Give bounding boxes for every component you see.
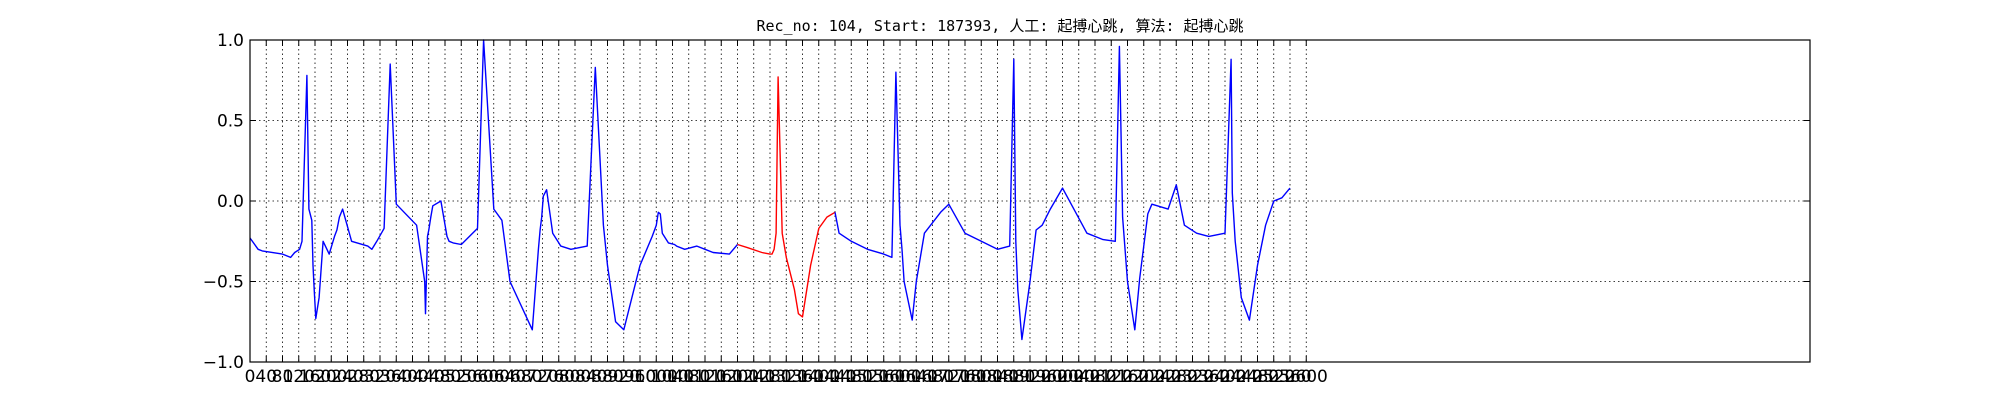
x-tick-label: 2200: [1122, 367, 1165, 387]
ecg-series-line-1: [249, 39, 739, 331]
x-tick-label: 2000: [1041, 367, 1084, 387]
x-tick-label: 2520: [1252, 367, 1295, 387]
x-tick-label: 880: [591, 367, 623, 387]
x-tick-label: 1720: [927, 367, 970, 387]
y-tick-label: 1.0: [217, 31, 244, 51]
x-tick-label: 1120: [683, 367, 726, 387]
x-tick-label: 2240: [1138, 367, 1181, 387]
x-tick-label: 360: [380, 367, 412, 387]
x-tick-label: 1040: [651, 367, 694, 387]
x-tick-label: 280: [348, 367, 380, 387]
x-tick-label: 2280: [1155, 367, 1198, 387]
grid-lines: [249, 39, 1810, 363]
x-tick-label: 440: [413, 367, 445, 387]
x-tick-label: 560: [461, 367, 493, 387]
x-tick-label: 480: [429, 367, 461, 387]
x-tick-label: 1640: [895, 367, 938, 387]
x-tick-label: 120: [283, 367, 315, 387]
x-tick-label: 720: [526, 367, 558, 387]
x-tick-label: 160: [299, 367, 331, 387]
x-tick-label: 600: [478, 367, 510, 387]
chart-title: Rec_no: 104, Start: 187393, 人工: 起搏心跳, 算法…: [756, 17, 1243, 35]
x-axis: 0 408012016020024028032036040044048052056…: [245, 40, 1328, 387]
x-tick-label: 680: [510, 367, 542, 387]
x-tick-label: 240: [331, 367, 363, 387]
x-tick-label: 520: [445, 367, 477, 387]
x-tick-label: 1520: [846, 367, 889, 387]
y-axis: 1.0 0.5 0.0 −0.5 −1.0: [203, 31, 1810, 373]
x-tick-label: 2480: [1236, 367, 1279, 387]
x-tick-label: 2560: [1268, 367, 1311, 387]
ecg-series-line-3: [834, 45, 1291, 341]
x-tick-label: 2120: [1090, 367, 1133, 387]
x-tick-label: 920: [608, 367, 640, 387]
x-tick-label: 1360: [781, 367, 824, 387]
x-tick-label: 2320: [1171, 367, 1214, 387]
ecg-series-line-2: [737, 76, 836, 318]
x-tick-label: 80: [272, 367, 294, 387]
x-tick-label: 1400: [797, 367, 840, 387]
x-tick-label: 1480: [830, 367, 873, 387]
x-tick-label: 1160: [700, 367, 743, 387]
x-tick-label: 2400: [1203, 367, 1246, 387]
x-tick-label: 1600: [878, 367, 921, 387]
y-tick-label: −1.0: [203, 353, 244, 373]
x-tick-label: 2360: [1187, 367, 1230, 387]
y-tick-label: 0.0: [217, 192, 244, 212]
x-tick-label: 960: [624, 367, 656, 387]
x-tick-label: 1200: [716, 367, 759, 387]
x-tick-label: 2040: [1057, 367, 1100, 387]
x-tick-label: 1080: [667, 367, 710, 387]
x-tick-label: 1280: [748, 367, 791, 387]
x-tick-label: 1880: [992, 367, 1035, 387]
x-tick-label: 2160: [1106, 367, 1149, 387]
x-tick-label: 320: [364, 367, 396, 387]
x-tick-label: 200: [315, 367, 347, 387]
x-tick-label: 1840: [976, 367, 1019, 387]
x-tick-label: 40: [255, 367, 277, 387]
x-tick-label: 1560: [862, 367, 905, 387]
x-tick-label: 400: [396, 367, 428, 387]
x-tick-label: 1680: [911, 367, 954, 387]
x-tick-label: 1240: [732, 367, 775, 387]
x-tick-label: 760: [543, 367, 575, 387]
x-tick-label: 0: [245, 367, 256, 387]
x-tick-label: 1960: [1025, 367, 1068, 387]
x-tick-label: 1000: [635, 367, 678, 387]
x-tick-label: 840: [575, 367, 607, 387]
x-tick-label: 2600: [1285, 367, 1328, 387]
x-tick-label: 1440: [813, 367, 856, 387]
ecg-signal: [249, 39, 1291, 341]
x-tick-label: 800: [559, 367, 591, 387]
x-tick-label: 1800: [960, 367, 1003, 387]
x-tick-label: 2440: [1220, 367, 1263, 387]
x-tick-label: 2080: [1073, 367, 1116, 387]
y-tick-label: −0.5: [203, 273, 244, 293]
x-tick-label: 1760: [943, 367, 986, 387]
x-tick-label: 1920: [1008, 367, 1051, 387]
y-tick-label: 0.5: [217, 112, 244, 132]
x-tick-label: 1320: [765, 367, 808, 387]
x-tick-label: 640: [494, 367, 526, 387]
